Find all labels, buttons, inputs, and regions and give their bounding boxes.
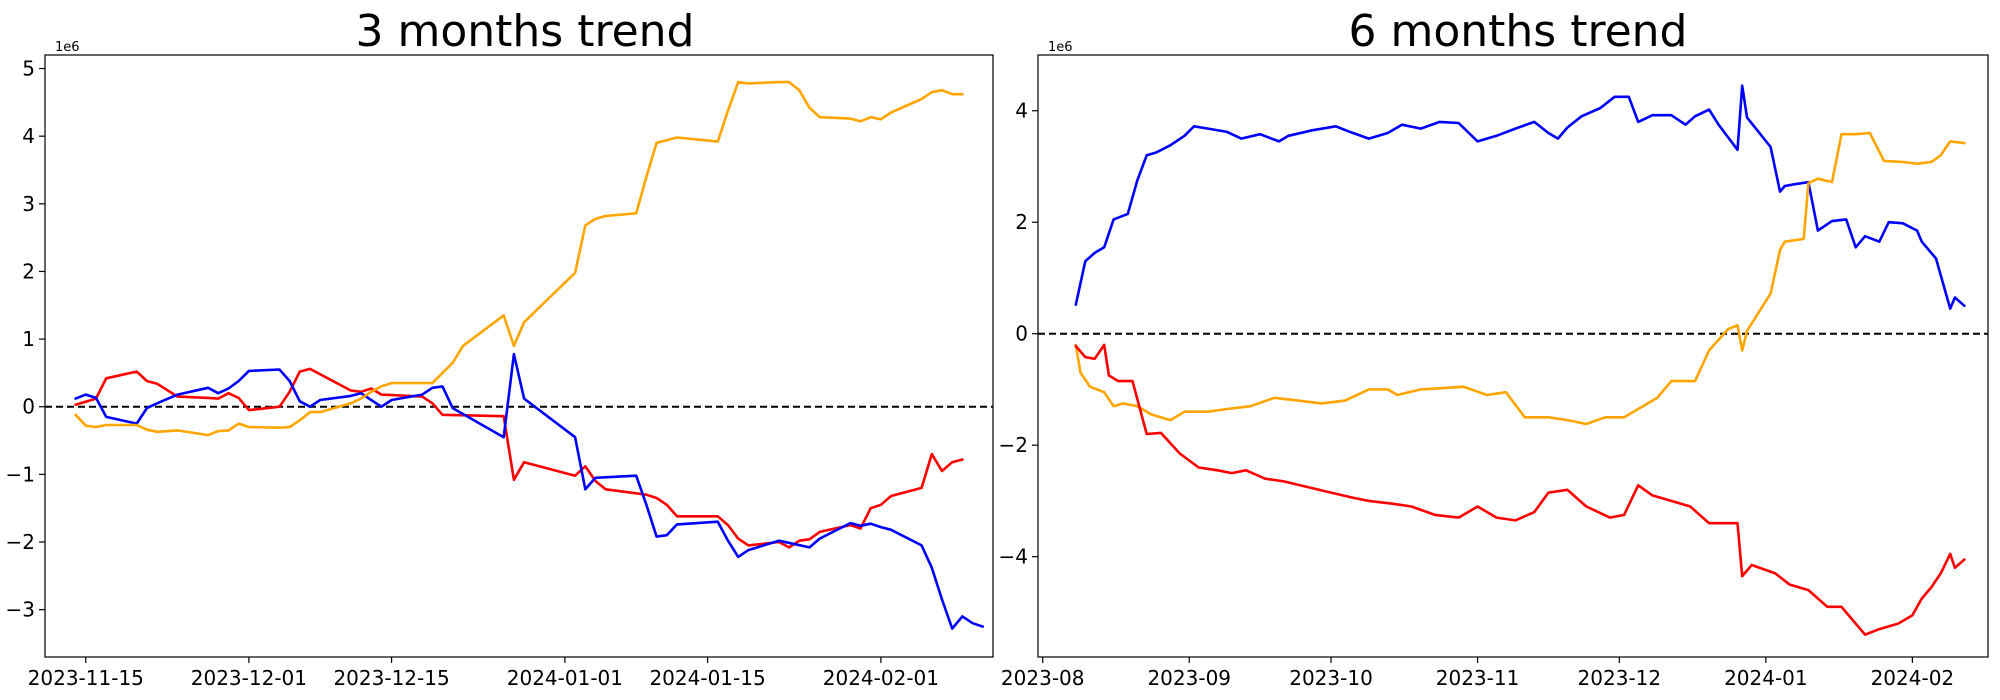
x-axis: 2023-08 2023-09 2023-10 2023-11 2023-12 2024-…	[1001, 657, 1954, 690]
x-tick-label: 2024-01	[1724, 666, 1808, 690]
plot-frame	[44, 54, 994, 658]
x-tick-label: 2023-11-15	[28, 666, 144, 690]
y-tick-label: −3	[6, 598, 35, 622]
y-tick-label: −1	[6, 462, 35, 486]
y-offset-label: 1e6	[55, 40, 80, 55]
x-tick-label: 2023-11	[1436, 666, 1520, 690]
x-axis: 2023-11-15 2023-12-01 2023-12-15 2024-01-01…	[28, 657, 939, 690]
y-offset-label: 1e6	[1048, 40, 1073, 55]
y-tick-label: −2	[6, 530, 35, 554]
series-line-1	[74, 352, 985, 630]
x-tick-label: 2024-02	[1871, 666, 1955, 690]
x-tick-label: 2024-01-01	[507, 666, 623, 690]
series-layer	[74, 80, 985, 630]
x-tick-label: 2023-09	[1147, 666, 1231, 690]
y-tick-label: −2	[999, 433, 1028, 457]
y-tick-label: −4	[999, 545, 1028, 569]
chart-6-months: 6 months trend 1e6 2023-08 2023-09 2023-10…	[999, 6, 1989, 690]
x-tick-label: 2024-02-01	[823, 666, 939, 690]
series-line-0	[1074, 84, 1966, 310]
chart-3-months: 3 months trend 1e6 2023-11-15 2023-12-01 2…	[6, 6, 994, 690]
series-line-2	[74, 80, 964, 437]
series-layer	[1074, 84, 1966, 637]
x-tick-label: 2023-12-01	[191, 666, 307, 690]
y-tick-label: 5	[22, 57, 35, 81]
x-tick-label: 2023-10	[1289, 666, 1373, 690]
y-axis: −4 −2 0 2 4	[999, 99, 1038, 569]
chart-title: 6 months trend	[1349, 6, 1688, 57]
x-tick-label: 2024-01-15	[649, 666, 765, 690]
chart-title: 3 months trend	[356, 6, 695, 57]
series-line-0	[74, 367, 964, 549]
series-line-1	[1074, 131, 1966, 426]
y-tick-label: 3	[22, 192, 35, 216]
plot-frame	[1037, 54, 1989, 658]
x-tick-label: 2023-12-15	[333, 666, 449, 690]
y-tick-label: 1	[22, 327, 35, 351]
y-tick-label: 0	[22, 395, 35, 419]
series-line-2	[1074, 343, 1966, 637]
y-tick-label: 2	[1015, 210, 1028, 234]
y-tick-label: 4	[1015, 99, 1028, 123]
x-tick-label: 2023-12	[1578, 666, 1662, 690]
y-tick-label: 0	[1015, 322, 1028, 346]
x-tick-label: 2023-08	[1001, 666, 1085, 690]
y-tick-label: 4	[22, 124, 35, 148]
y-tick-label: 2	[22, 259, 35, 283]
y-axis: −3 −2 −1 0 1 2 3 4 5	[6, 57, 45, 622]
